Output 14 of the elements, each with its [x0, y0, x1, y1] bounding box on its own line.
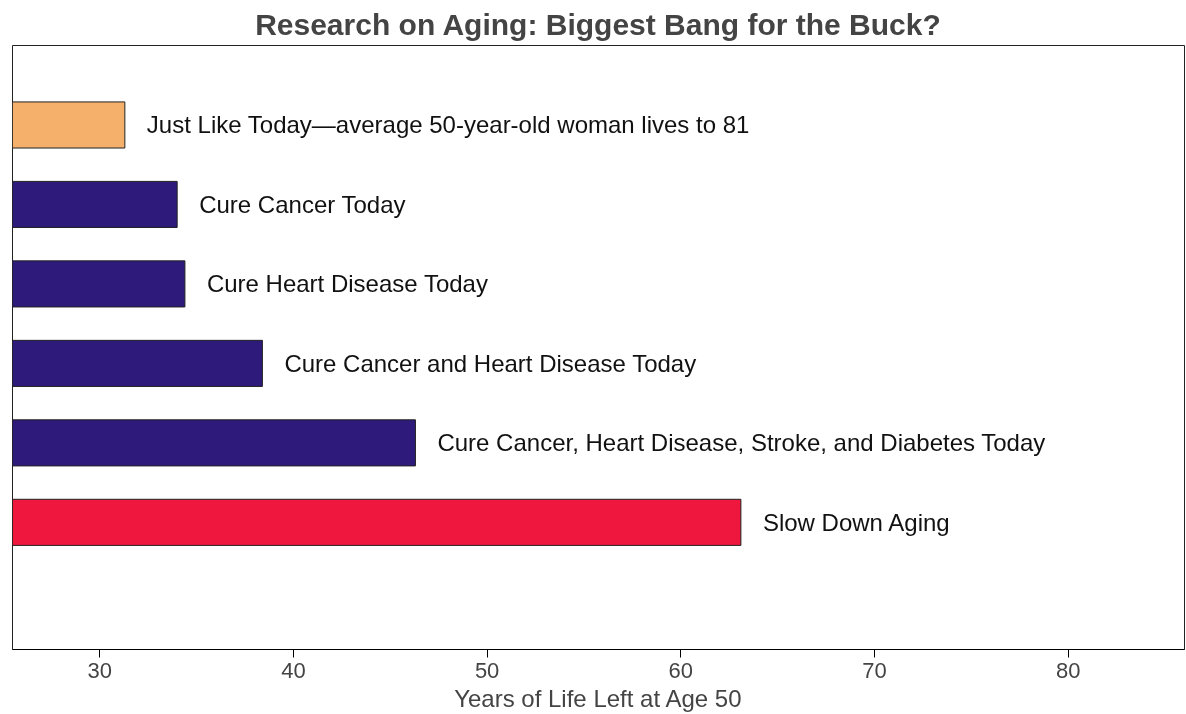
x-tick-label: 70: [862, 657, 887, 683]
x-tick-label: 80: [1056, 657, 1081, 683]
y-tick-label: Just Like Today—average 50-year-old woman lives to 81: [146, 111, 750, 139]
x-tick-label: 60: [668, 657, 694, 683]
y-tick-label: Cure Heart Disease Today: [206, 270, 488, 298]
chart-title: Research on Aging: Biggest Bang for the Buck?: [255, 7, 941, 41]
y-tick-label: Cure Cancer Today: [199, 190, 406, 218]
x-tick-label: 50: [474, 657, 500, 683]
x-tick-label: 30: [87, 657, 112, 683]
x-tick-label: 40: [281, 657, 306, 683]
y-tick-label: Cure Cancer and Heart Disease Today: [284, 349, 697, 377]
y-tick-label: Cure Cancer, Heart Disease, Stroke, and Diabetes Today: [437, 429, 1046, 457]
x-axis-title: Years of Life Left at Age 50: [454, 684, 742, 712]
y-tick-label: Slow Down Aging: [762, 508, 950, 536]
